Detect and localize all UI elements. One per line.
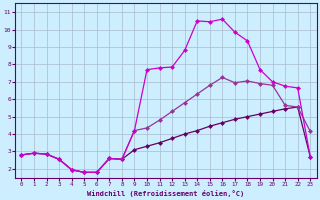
X-axis label: Windchill (Refroidissement éolien,°C): Windchill (Refroidissement éolien,°C): [87, 190, 244, 197]
